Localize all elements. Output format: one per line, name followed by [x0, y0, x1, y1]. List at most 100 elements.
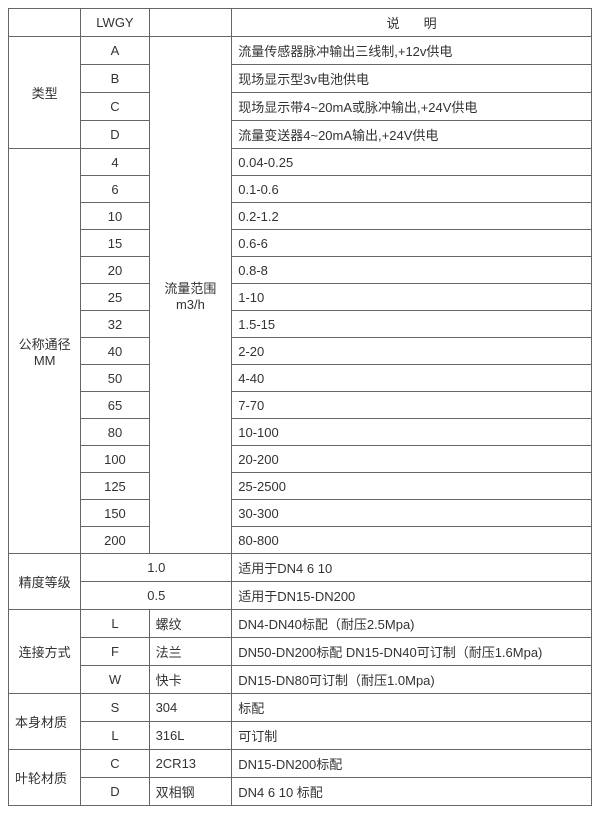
type-code: B	[81, 65, 149, 93]
type-desc: 流量变送器4~20mA输出,+24V供电	[232, 121, 592, 149]
dn-label-line2: MM	[34, 353, 56, 368]
section-label-type: 类型	[9, 37, 81, 149]
dn-value: 100	[81, 446, 149, 473]
conn-desc: DN15-DN80可订制（耐压1.0Mpa)	[232, 666, 592, 694]
conn-desc: DN4-DN40标配（耐压2.5Mpa)	[232, 610, 592, 638]
dn-value: 80	[81, 419, 149, 446]
conn-code: L	[81, 610, 149, 638]
accuracy-grade: 1.0	[81, 554, 232, 582]
dn-label-line1: 公称通径	[19, 337, 71, 352]
table-row: 连接方式 L 螺纹 DN4-DN40标配（耐压2.5Mpa)	[9, 610, 592, 638]
conn-code: F	[81, 638, 149, 666]
dn-range: 0.1-0.6	[232, 176, 592, 203]
dn-range: 0.04-0.25	[232, 149, 592, 176]
table-row: 150.6-6	[9, 230, 592, 257]
table-row: 公称通径 MM 4 0.04-0.25	[9, 149, 592, 176]
table-row: F 法兰 DN50-DN200标配 DN15-DN40可订制（耐压1.6Mpa)	[9, 638, 592, 666]
dn-value: 32	[81, 311, 149, 338]
type-code: D	[81, 121, 149, 149]
table-row: 6 0.1-0.6	[9, 176, 592, 203]
mat-desc: 可订制	[232, 722, 592, 750]
mat-name: 304	[149, 694, 232, 722]
dn-range: 0.8-8	[232, 257, 592, 284]
dn-range: 4-40	[232, 365, 592, 392]
table-row: 251-10	[9, 284, 592, 311]
range-label-line2: m3/h	[176, 297, 205, 312]
type-code: C	[81, 93, 149, 121]
dn-value: 4	[81, 149, 149, 176]
table-row: 80 10-100	[9, 419, 592, 446]
dn-range: 0.2-1.2	[232, 203, 592, 230]
dn-value: 15	[81, 230, 149, 257]
dn-range: 2-20	[232, 338, 592, 365]
type-desc: 现场显示型3v电池供电	[232, 65, 592, 93]
table-row: 20 0.8-8	[9, 257, 592, 284]
dn-value: 40	[81, 338, 149, 365]
dn-range: 80-800	[232, 527, 592, 554]
dn-value: 65	[81, 392, 149, 419]
table-row: 叶轮材质 C 2CR13 DN15-DN200标配	[9, 750, 592, 778]
section-label-connection: 连接方式	[9, 610, 81, 694]
table-row: 100 20-200	[9, 446, 592, 473]
dn-range: 7-70	[232, 392, 592, 419]
dn-range: 10-100	[232, 419, 592, 446]
dn-range: 1.5-15	[232, 311, 592, 338]
table-row: C 现场显示带4~20mA或脉冲输出,+24V供电	[9, 93, 592, 121]
table-row: 150 30-300	[9, 500, 592, 527]
imp-desc: DN4 6 10 标配	[232, 778, 592, 806]
table-row: 0.5 适用于DN15-DN200	[9, 582, 592, 610]
table-row: 200 80-800	[9, 527, 592, 554]
dn-value: 200	[81, 527, 149, 554]
conn-name: 法兰	[149, 638, 232, 666]
type-code: A	[81, 37, 149, 65]
table-row: LWGY 说明	[9, 9, 592, 37]
dn-value: 125	[81, 473, 149, 500]
table-row: 50 4-40	[9, 365, 592, 392]
table-row: 10 0.2-1.2	[9, 203, 592, 230]
table-row: 精度等级 1.0 适用于DN4 6 10	[9, 554, 592, 582]
imp-code: C	[81, 750, 149, 778]
flow-range-label: 流量范围 m3/h	[149, 37, 232, 554]
spec-table: LWGY 说明 类型 A 流量范围 m3/h 流量传感器脉冲输出三线制,+12v…	[8, 8, 592, 806]
accuracy-desc: 适用于DN4 6 10	[232, 554, 592, 582]
table-row: 类型 A 流量范围 m3/h 流量传感器脉冲输出三线制,+12v供电	[9, 37, 592, 65]
section-label-body-material: 本身材质	[9, 694, 81, 750]
dn-range: 1-10	[232, 284, 592, 311]
table-row: L 316L 可订制	[9, 722, 592, 750]
conn-code: W	[81, 666, 149, 694]
accuracy-desc: 适用于DN15-DN200	[232, 582, 592, 610]
type-desc: 现场显示带4~20mA或脉冲输出,+24V供电	[232, 93, 592, 121]
table-row: B 现场显示型3v电池供电	[9, 65, 592, 93]
table-row: 40 2-20	[9, 338, 592, 365]
dn-range: 25-2500	[232, 473, 592, 500]
conn-desc: DN50-DN200标配 DN15-DN40可订制（耐压1.6Mpa)	[232, 638, 592, 666]
table-row: 125 25-2500	[9, 473, 592, 500]
conn-name: 螺纹	[149, 610, 232, 638]
dn-value: 10	[81, 203, 149, 230]
section-label-accuracy: 精度等级	[9, 554, 81, 610]
imp-code: D	[81, 778, 149, 806]
header-code: LWGY	[81, 9, 149, 37]
table-row: 本身材质 S 304 标配	[9, 694, 592, 722]
imp-name: 双相钢	[149, 778, 232, 806]
dn-value: 20	[81, 257, 149, 284]
table-row: D 双相钢 DN4 6 10 标配	[9, 778, 592, 806]
imp-name: 2CR13	[149, 750, 232, 778]
conn-name: 快卡	[149, 666, 232, 694]
type-desc: 流量传感器脉冲输出三线制,+12v供电	[232, 37, 592, 65]
blank-cell	[149, 9, 232, 37]
mat-code: L	[81, 722, 149, 750]
dn-value: 50	[81, 365, 149, 392]
table-row: 32 1.5-15	[9, 311, 592, 338]
blank-cell	[9, 9, 81, 37]
table-row: W 快卡 DN15-DN80可订制（耐压1.0Mpa)	[9, 666, 592, 694]
dn-range: 30-300	[232, 500, 592, 527]
mat-desc: 标配	[232, 694, 592, 722]
dn-value: 150	[81, 500, 149, 527]
table-row: 65 7-70	[9, 392, 592, 419]
section-label-dn: 公称通径 MM	[9, 149, 81, 554]
mat-name: 316L	[149, 722, 232, 750]
dn-range: 20-200	[232, 446, 592, 473]
imp-desc: DN15-DN200标配	[232, 750, 592, 778]
dn-value: 6	[81, 176, 149, 203]
